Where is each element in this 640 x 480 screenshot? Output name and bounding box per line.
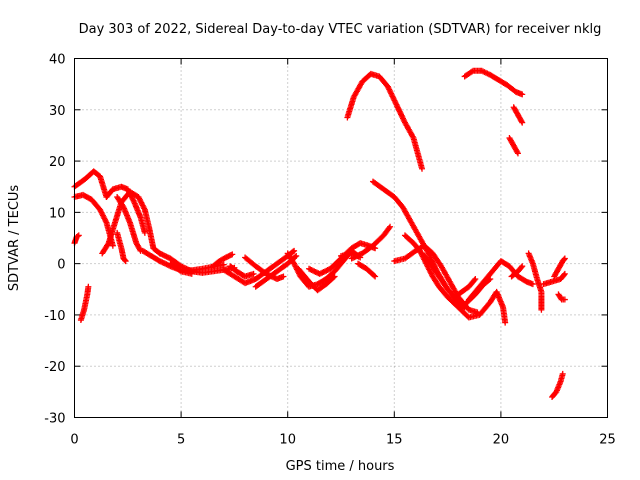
- series-arc-w: [344, 70, 426, 172]
- data-point: [104, 241, 111, 248]
- y-axis-label: SDTVAR / TECUs: [7, 185, 22, 292]
- data-point: [538, 306, 545, 313]
- y-tick-label: 40: [49, 53, 66, 68]
- series-arc-b: [71, 168, 110, 200]
- series-arc-al: [549, 370, 566, 400]
- data-point: [561, 256, 568, 263]
- data-point: [519, 119, 526, 126]
- series-arc-y: [391, 242, 481, 316]
- data-point: [419, 165, 426, 172]
- data-point: [136, 246, 143, 253]
- series-arc-ab: [455, 276, 479, 298]
- data-point: [371, 272, 378, 279]
- data-point: [188, 270, 195, 277]
- data-point: [250, 270, 257, 277]
- data-point: [518, 118, 525, 125]
- data-point: [514, 149, 521, 156]
- data-point: [141, 229, 148, 236]
- data-point: [121, 257, 128, 264]
- data-point: [561, 255, 568, 262]
- data-point: [372, 273, 379, 280]
- series-arc-c: [77, 283, 92, 324]
- x-tick-label: 20: [493, 433, 510, 448]
- y-tick-label: 20: [49, 155, 66, 170]
- axis-ticks: 0 5 10 15 20 25 -30 -20 -10 0 10 20 30 40: [44, 53, 616, 448]
- data-point: [293, 252, 300, 259]
- data-point: [519, 91, 526, 98]
- series-arc-n: [227, 263, 257, 280]
- data-point: [471, 277, 478, 284]
- x-tick-label: 15: [386, 433, 403, 448]
- data-point: [292, 253, 299, 260]
- y-tick-label: 10: [49, 206, 66, 221]
- data-point: [559, 370, 566, 377]
- series-arc-t: [348, 223, 394, 262]
- grid: [74, 58, 608, 418]
- y-tick-label: -20: [44, 360, 65, 375]
- series-arc-aj: [551, 255, 568, 280]
- series-arc-ak: [555, 291, 568, 303]
- series-arc-af: [506, 134, 521, 157]
- data-point: [502, 319, 509, 326]
- data-point: [387, 223, 394, 230]
- series-arc-d: [71, 232, 82, 247]
- data-point: [109, 242, 116, 249]
- series-arc-ag: [508, 263, 526, 280]
- data-series: [71, 67, 568, 400]
- series-arc-g: [114, 229, 129, 265]
- data-point: [561, 296, 568, 303]
- data-point: [290, 248, 297, 255]
- data-point: [291, 247, 298, 254]
- series-arc-l: [210, 251, 236, 270]
- data-point: [357, 254, 364, 261]
- y-tick-label: -30: [44, 412, 65, 427]
- data-point: [85, 283, 92, 290]
- series-arc-ad: [461, 67, 526, 98]
- data-point: [529, 281, 536, 288]
- y-tick-label: 30: [49, 104, 66, 119]
- data-point: [561, 270, 568, 277]
- data-point: [561, 271, 568, 278]
- y-tick-label: 0: [57, 258, 65, 273]
- x-tick-label: 5: [177, 433, 185, 448]
- series-arc-f: [103, 183, 148, 236]
- y-tick-label: -10: [44, 309, 65, 324]
- series-arc-v: [338, 250, 364, 261]
- data-point: [122, 258, 129, 265]
- series-arc-o: [242, 254, 287, 283]
- data-point: [518, 264, 525, 271]
- series-arc-ah: [525, 250, 545, 313]
- series-arc-r: [295, 265, 338, 294]
- data-point: [74, 233, 81, 240]
- series-arc-u: [355, 260, 379, 280]
- data-point: [75, 232, 82, 239]
- data-point: [229, 251, 236, 258]
- data-point: [514, 150, 521, 157]
- x-tick-label: 25: [599, 433, 616, 448]
- series-arc-ac: [465, 258, 536, 303]
- series-arc-k: [167, 260, 195, 277]
- series-arc-p: [252, 252, 300, 290]
- data-point: [176, 267, 183, 274]
- chart-title: Day 303 of 2022, Sidereal Day-to-day VTE…: [79, 22, 602, 37]
- series-arc-h: [114, 193, 144, 254]
- x-axis-label: GPS time / hours: [286, 459, 395, 474]
- series-arc-ai: [540, 270, 568, 288]
- data-point: [330, 274, 337, 281]
- x-tick-label: 10: [279, 433, 296, 448]
- x-tick-label: 0: [70, 433, 78, 448]
- data-point: [280, 273, 287, 280]
- data-point: [220, 261, 227, 268]
- plot-frame: [74, 58, 608, 418]
- data-point: [519, 263, 526, 270]
- data-point: [386, 224, 393, 231]
- series-arc-ae: [510, 104, 526, 126]
- data-point: [331, 273, 338, 280]
- data-point: [472, 276, 479, 283]
